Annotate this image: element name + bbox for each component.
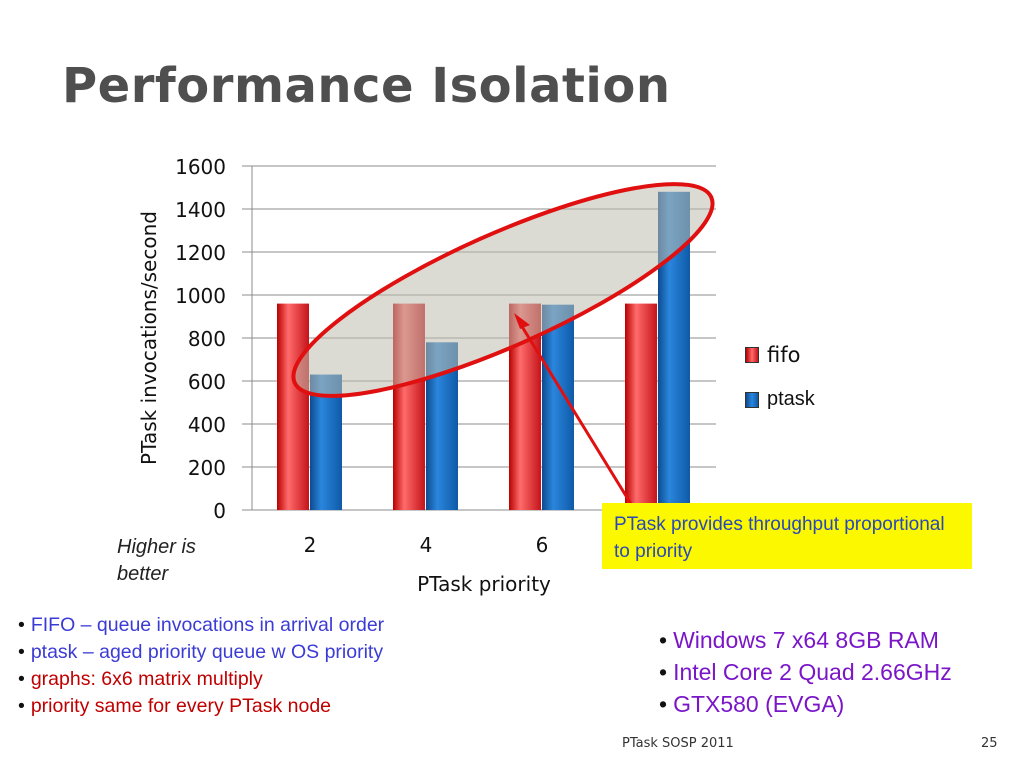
higher-is-better-note: Higher is better <box>117 536 196 585</box>
bullet-ptask: • ptask – aged priority queue w OS priori… <box>18 641 384 663</box>
footer-text: PTask SOSP 2011 <box>622 736 734 751</box>
bullets-right: • Windows 7 x64 8GB RAM • Intel Core 2 Qua… <box>659 624 952 720</box>
y-tick-label: 0 <box>213 499 226 523</box>
page-number: 25 <box>981 736 998 751</box>
legend-ptask-label: ptask <box>767 388 815 410</box>
y-tick-label: 1200 <box>175 241 226 265</box>
bullet-fifo: • FIFO – queue invocations in arrival ord… <box>18 614 385 636</box>
highlight-ellipse <box>291 182 715 398</box>
x-tick-label: 4 <box>420 533 433 557</box>
bullet-priority: • priority same for every PTask node <box>18 695 332 717</box>
spec-os: • Windows 7 x64 8GB RAM <box>659 627 939 653</box>
callout-arrow-head <box>514 313 530 329</box>
bullet-graphs: • graphs: 6x6 matrix multiply <box>18 668 263 690</box>
bar-ptask-6 <box>542 304 574 510</box>
x-tick-label: 6 <box>536 533 549 557</box>
spec-cpu: • Intel Core 2 Quad 2.66GHz <box>659 659 952 685</box>
y-tick-label: 600 <box>188 370 226 394</box>
y-axis-label: PTask invocations/second <box>137 211 161 465</box>
spec-gpu: • GTX580 (EVGA) <box>659 691 845 717</box>
y-tick-label: 200 <box>188 456 226 480</box>
callout-arrow-line <box>516 319 633 505</box>
slide-title: Performance Isolation <box>62 58 671 114</box>
legend-fifo: fifo <box>745 343 800 367</box>
y-tick-label: 400 <box>188 413 226 437</box>
callout-text: PTask provides throughput proportional t… <box>614 514 945 562</box>
legend-fifo-label: fifo <box>767 343 801 367</box>
legend-ptask-swatch <box>745 391 759 408</box>
legend-fifo-swatch <box>745 347 759 363</box>
callout-box: PTask provides throughput proportional t… <box>602 503 972 569</box>
y-tick-label: 1600 <box>175 155 226 179</box>
bullets-left: • FIFO – queue invocations in arrival ord… <box>18 612 384 720</box>
y-tick-label: 1400 <box>175 198 226 222</box>
bar-fifo-2 <box>277 303 309 510</box>
legend-ptask: ptask <box>745 388 815 411</box>
y-tick-label: 1000 <box>175 284 226 308</box>
bar-fifo-8 <box>625 303 657 510</box>
x-tick-label: 2 <box>304 533 317 557</box>
x-axis-label: PTask priority <box>417 572 551 596</box>
y-tick-label: 800 <box>188 327 226 351</box>
